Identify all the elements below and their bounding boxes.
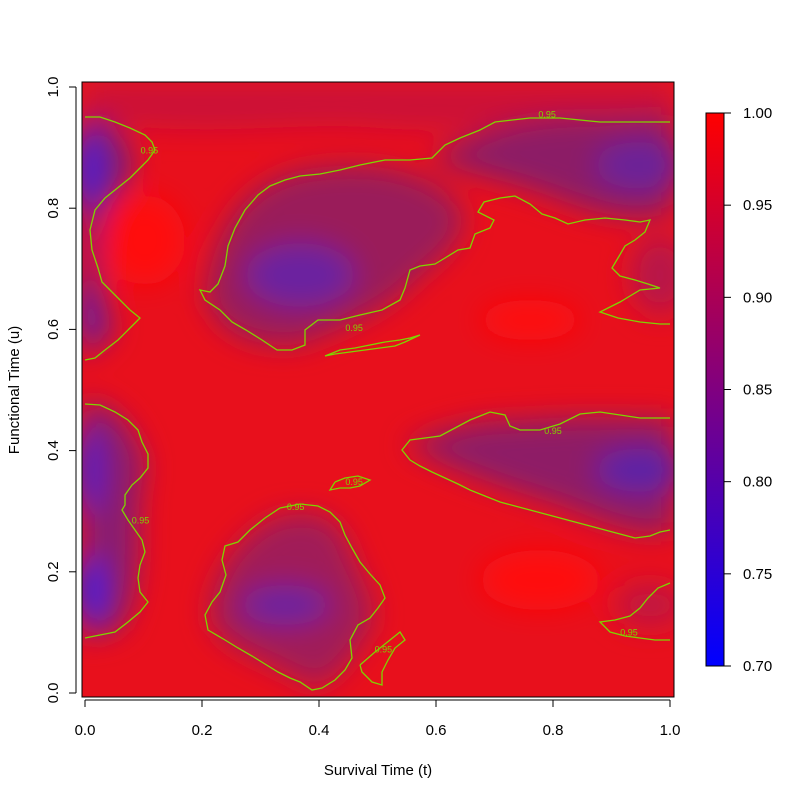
contour-right-mid [401,411,671,539]
colorbar-tick-label: 0.90 [743,289,772,306]
contour-lower-middle [204,503,386,691]
heatmap-field [82,82,674,697]
region-lower-middle-core [240,585,330,625]
y-tick-label: 1.0 [45,77,62,98]
contour-top-right [198,117,670,351]
region-right-middle-core [595,448,674,492]
contour-label: 0.95 [620,627,638,637]
colorbar-tick-label: 0.95 [743,197,772,214]
region-left-lower-core-b [82,555,104,625]
y-tick-label: 0.8 [45,198,62,219]
region-top-band [82,82,674,130]
region-right-edge-upper [630,235,674,315]
region-left-lower-core-a [82,425,100,515]
y-tick-label: 0.0 [45,683,62,704]
y-tick-label: 0.6 [45,319,62,340]
x-axis: 0.0 0.2 0.4 0.6 0.8 1.0 [75,699,681,739]
y-axis: 0.0 0.2 0.4 0.6 0.8 1.0 [45,77,77,704]
contour-label: 0.95 [544,426,562,436]
x-tick-label: 1.0 [660,722,681,739]
y-tick-label: 0.4 [45,440,62,461]
contour-center-small [328,475,372,491]
x-tick-label: 0.4 [309,722,330,739]
y-axis-label: Functional Time (u) [6,326,23,454]
colorbar-tick-label: 1.00 [743,105,772,122]
colorbar-tick-label: 0.80 [743,474,772,491]
region-upper-right-core [595,140,674,190]
colorbar-gradient [705,112,725,667]
contour-left-top [84,116,156,361]
x-tick-label: 0.2 [192,722,213,739]
colorbar-ticks: 0.70 0.75 0.80 0.85 0.90 0.95 1.00 [724,105,772,675]
colorbar: 0.70 0.75 0.80 0.85 0.90 0.95 1.00 [705,105,772,675]
x-tick-label: 0.0 [75,722,96,739]
region-right-middle [405,417,674,533]
region-left-mid-core [82,280,98,340]
hotspot-lower-right [480,550,600,610]
contour-label: 0.95 [538,109,556,119]
hotspot-center [480,300,580,340]
contour-bottom-small [359,631,406,686]
region-upper-middle-core [245,243,355,307]
contour-lines [84,116,671,691]
contour-labels: 0.95 0.95 0.95 0.95 0.95 0.95 0.95 0.95 0.95 [132,109,638,654]
colorbar-tick-label: 0.75 [743,566,772,583]
contour-center-bump [324,334,421,357]
contour-label: 0.95 [375,644,393,654]
contour-label: 0.95 [345,477,363,487]
region-upper-right [430,115,674,218]
contour-bottom-right [598,582,671,641]
contour-label: 0.95 [132,515,150,525]
x-axis-label: Survival Time (t) [324,762,432,779]
colorbar-tick-label: 0.85 [743,382,772,399]
y-tick-label: 0.2 [45,561,62,582]
low-value-regions [82,82,674,686]
contour-label: 0.95 [345,323,363,333]
contour-label: 0.95 [287,502,305,512]
colorbar-tick-label: 0.70 [743,658,772,675]
contour-label: 0.95 [141,146,159,156]
hotspot-upper-left [105,195,185,285]
x-tick-label: 0.6 [426,722,447,739]
region-left-upper-core [82,130,98,210]
plot-frame [81,81,675,698]
contour-left-mid [84,403,149,639]
x-tick-label: 0.8 [543,722,564,739]
